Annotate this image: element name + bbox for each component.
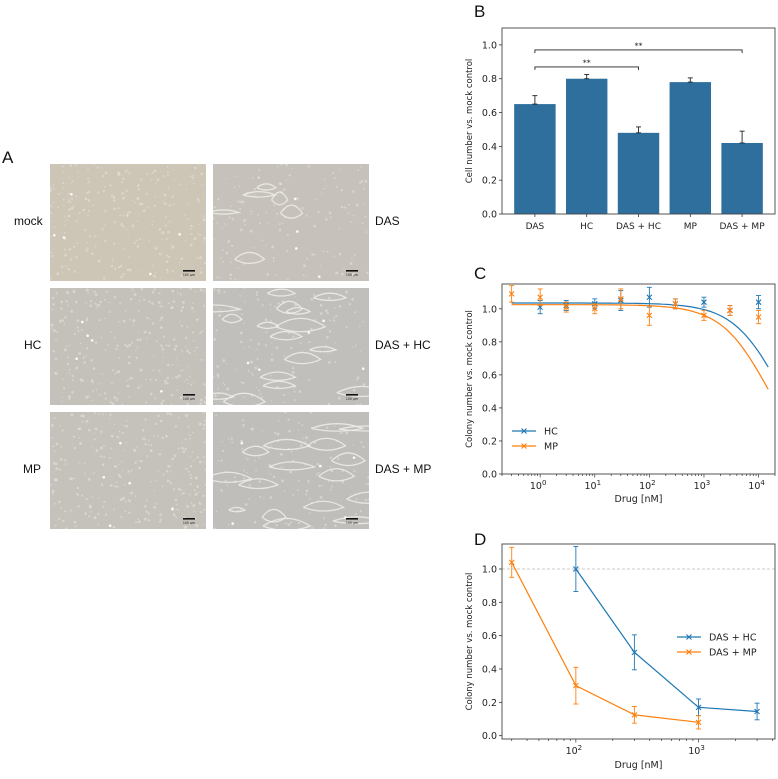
micrograph-das-mp: 100 µm [213, 412, 369, 529]
svg-text:100 µm: 100 µm [183, 397, 195, 401]
bar [514, 104, 556, 214]
line-chart-combination: 0.0 0.2 0.4 0.6 0.8 1.0 Colony number vs. mock… [460, 530, 778, 775]
x-axis-label: Drug [nM] [615, 760, 663, 771]
legend-entry: MP [544, 442, 558, 453]
row-label-mock: mock [14, 214, 43, 228]
svg-text:100 µm: 100 µm [346, 273, 358, 277]
micrograph-hc: 100 µm [50, 288, 206, 405]
micrograph-image: 100 µm [213, 288, 369, 405]
legend-entry: DAS + HC [709, 633, 757, 644]
svg-text:0.4: 0.4 [482, 403, 497, 414]
micrograph-das: 100 µm [213, 164, 369, 281]
col2-label-das-hc: DAS + HC [375, 338, 431, 352]
scale-bar-icon [346, 518, 358, 520]
x-tick-label: DAS + HC [616, 222, 661, 232]
panel-label-b: B [474, 2, 486, 21]
svg-text:1.0: 1.0 [482, 565, 497, 576]
micrograph-image: 100 µm [50, 164, 206, 281]
bar [565, 78, 608, 215]
scale-bar-icon [346, 270, 358, 272]
svg-text:0.6: 0.6 [482, 108, 497, 119]
svg-text:100 µm: 100 µm [346, 397, 358, 401]
micrograph-image: 100 µm [213, 164, 369, 281]
fit-curve [511, 302, 769, 368]
svg-text:0.4: 0.4 [482, 142, 497, 153]
svg-text:0.8: 0.8 [482, 74, 497, 85]
svg-text:103: 103 [688, 744, 705, 757]
y-axis-label: Colony number vs. mock control [465, 310, 475, 448]
significance-marker: ** [583, 58, 591, 67]
scale-bar-icon [183, 270, 195, 272]
svg-text:0.2: 0.2 [482, 436, 497, 447]
micrograph-image: 100 µm [50, 412, 206, 529]
bar-chart-cell-number: DAS HC DAS + HC MP DAS + MP ** ** 0.0 0.2 0.4 0.6 0… [460, 0, 778, 262]
svg-text:100: 100 [530, 479, 547, 492]
fit-curve [511, 304, 769, 390]
legend-entry: DAS + MP [709, 648, 757, 659]
svg-text:100 µm: 100 µm [346, 521, 358, 525]
svg-text:100 µm: 100 µm [183, 521, 195, 525]
svg-text:0.6: 0.6 [482, 370, 497, 381]
row-label-mp: MP [23, 462, 41, 476]
scale-bar-icon [346, 394, 358, 396]
row-label-hc: HC [24, 338, 42, 352]
panel-label-d: D [474, 530, 487, 549]
col2-label-das-mp: DAS + MP [375, 462, 432, 476]
svg-text:101: 101 [584, 479, 601, 492]
micrograph-das-hc: 100 µm [213, 288, 369, 405]
svg-text:104: 104 [748, 479, 765, 492]
bar [669, 82, 712, 214]
y-axis-label: Cell number vs. mock control [465, 59, 475, 184]
bar [721, 142, 763, 214]
micrograph-mock: 100 µm [50, 164, 206, 281]
micrograph-image: 100 µm [50, 288, 206, 405]
svg-text:0.8: 0.8 [482, 337, 497, 348]
svg-text:0.2: 0.2 [482, 698, 497, 709]
x-tick-label: DAS + MP [720, 222, 766, 232]
svg-text:0.0: 0.0 [482, 210, 497, 221]
line-chart-single-drug: 0.0 0.2 0.4 0.6 0.8 1.0 Colony number vs. mock… [460, 262, 778, 530]
micrograph-image: 100 µm [213, 412, 369, 529]
x-tick-label: HC [580, 222, 593, 232]
svg-text:0.4: 0.4 [482, 665, 497, 676]
bar [617, 132, 660, 214]
legend-entry: HC [544, 427, 558, 438]
svg-text:103: 103 [694, 479, 711, 492]
svg-text:1.0: 1.0 [482, 40, 497, 51]
svg-text:102: 102 [639, 479, 656, 492]
svg-text:0.2: 0.2 [482, 176, 497, 187]
series-line [575, 568, 758, 713]
svg-text:0.6: 0.6 [482, 631, 497, 642]
significance-marker: ** [635, 41, 643, 50]
col2-label-das: DAS [375, 214, 400, 228]
x-tick-label: MP [684, 222, 698, 232]
scale-bar-icon [183, 394, 195, 396]
scale-bar-icon [183, 518, 195, 520]
panel-label-c: C [474, 264, 487, 283]
svg-text:0.8: 0.8 [482, 598, 497, 609]
x-tick-label: DAS [526, 222, 545, 232]
svg-text:0.0: 0.0 [482, 731, 497, 742]
micrograph-mp: 100 µm [50, 412, 206, 529]
series-line [511, 562, 699, 723]
panel-label-a: A [2, 148, 14, 167]
svg-text:1.0: 1.0 [482, 304, 497, 315]
svg-text:102: 102 [566, 744, 583, 757]
x-axis-label: Drug [nM] [615, 494, 663, 505]
y-axis-label: Colony number vs. mock control [465, 573, 475, 711]
svg-text:100 µm: 100 µm [183, 273, 195, 277]
svg-text:0.0: 0.0 [482, 470, 497, 481]
